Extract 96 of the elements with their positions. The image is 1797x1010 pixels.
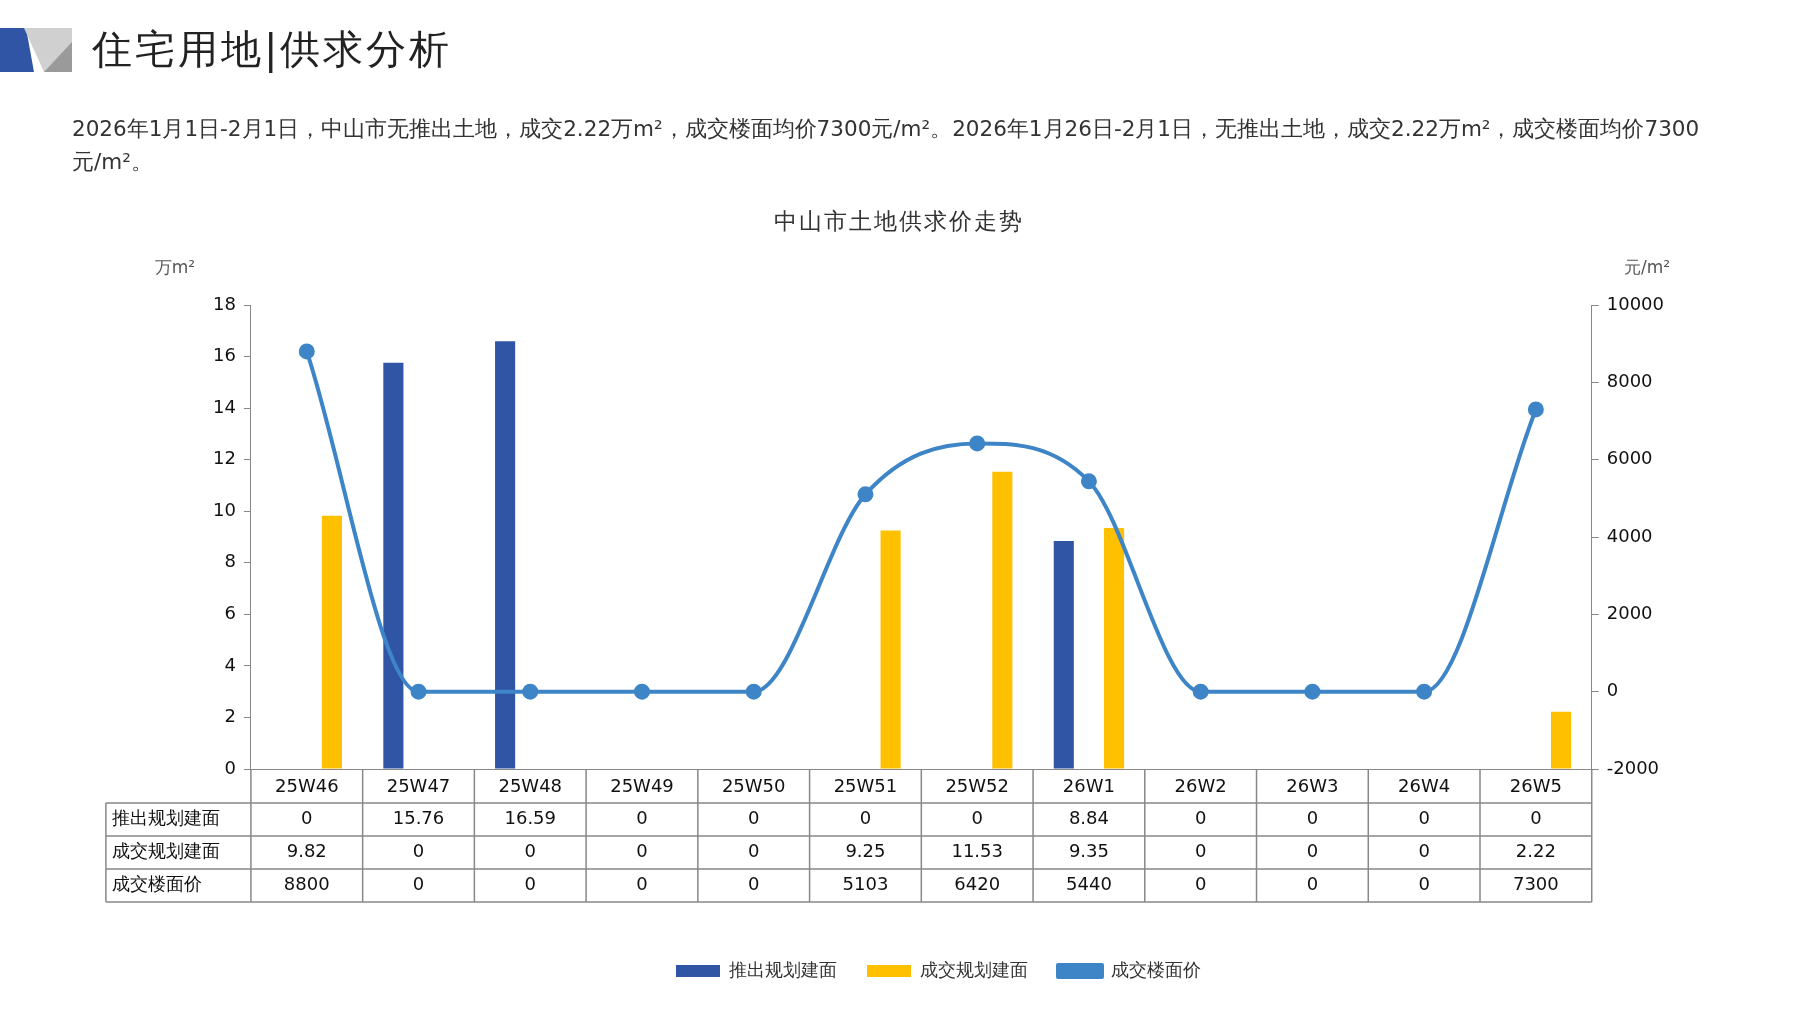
point: [969, 435, 986, 452]
data-label: 16.59: [504, 807, 557, 829]
y-tick-label: 18: [213, 292, 236, 314]
data-label: 0: [1194, 873, 1207, 895]
data-label: 2.22: [1515, 840, 1556, 862]
legend-label: 成交楼面价: [1111, 958, 1201, 980]
point: [857, 486, 874, 503]
bar: [383, 362, 404, 769]
y-tick-label: 2: [224, 705, 236, 727]
text: 成交规划建面: [111, 840, 220, 862]
bar: [880, 530, 901, 769]
data-label: 9.25: [845, 840, 886, 862]
data-label: 0: [1418, 873, 1430, 895]
data-label: 8800: [283, 873, 330, 895]
y-tick-label: 4: [224, 653, 236, 675]
data-label: 0: [412, 840, 425, 862]
data-label: 0: [1194, 840, 1207, 862]
point: [1304, 683, 1321, 700]
bar: [1550, 711, 1572, 769]
data-label: 0: [636, 807, 648, 829]
data-label: 0: [747, 840, 760, 862]
legend-label: 推出规划建面: [729, 958, 837, 980]
y-tick-label: 6: [224, 602, 236, 624]
data-label: 0: [1306, 840, 1319, 862]
data-label: 0: [636, 840, 648, 862]
x-tick-label: 25W47: [386, 775, 451, 797]
text: 推出规划建面: [111, 807, 220, 829]
point: [1527, 401, 1544, 418]
data-label: 11.53: [951, 840, 1003, 862]
bar: [992, 471, 1013, 769]
y-tick-label: 0: [224, 756, 236, 778]
data-label: 0: [1306, 807, 1319, 829]
y2-tick-label: 4000: [1606, 524, 1653, 546]
y-tick-label: 12: [213, 447, 236, 469]
data-label: 0: [747, 807, 760, 829]
data-label: 0: [524, 840, 536, 862]
x-tick-label: 25W46: [274, 775, 339, 797]
data-label: 0: [971, 807, 983, 829]
point: [1192, 683, 1209, 700]
point: [410, 683, 427, 700]
data-label: 0: [1194, 807, 1207, 829]
x-tick-label: 26W3: [1286, 775, 1339, 797]
point: [745, 683, 762, 700]
text: 成交楼面价: [111, 873, 202, 895]
data-label: 9.82: [286, 840, 327, 862]
data-label: 8.84: [1068, 807, 1109, 829]
bar: [321, 515, 342, 769]
y2-axis-title: 元/m²: [1623, 256, 1671, 277]
bar: [1053, 541, 1074, 769]
data-label: 7300: [1512, 873, 1559, 895]
text: 住宅用地|供求分析: [92, 25, 453, 75]
bar: [1104, 527, 1125, 769]
x-tick-label: 26W2: [1174, 775, 1227, 797]
x-tick-label: 25W48: [498, 775, 563, 797]
chart-title: 中山市土地供求价走势: [772, 207, 1025, 236]
point: [633, 683, 650, 700]
data-label: 9.35: [1068, 840, 1109, 862]
y2-tick-label: 0: [1606, 679, 1619, 701]
x-tick-label: 25W49: [610, 775, 674, 797]
data-label: 0: [412, 873, 425, 895]
x-tick-label: 25W51: [833, 775, 898, 797]
y-tick-label: 16: [213, 344, 236, 366]
x-tick-label: 25W52: [945, 775, 1009, 797]
data-label: 0: [636, 873, 648, 895]
y2-tick-label: -2000: [1606, 756, 1660, 778]
bar: [495, 341, 516, 769]
data-label: 0: [524, 873, 536, 895]
y2-tick-label: 8000: [1606, 370, 1653, 392]
x-tick-label: 25W50: [721, 775, 786, 797]
data-label: 15.76: [392, 807, 445, 829]
data-label: 0: [301, 807, 313, 829]
x-tick-label: 26W5: [1509, 775, 1562, 797]
point: [298, 343, 315, 360]
data-label: 0: [1306, 873, 1319, 895]
data-label: 0: [747, 873, 760, 895]
y-tick-label: 8: [224, 550, 236, 572]
legend-label: 成交规划建面: [920, 958, 1028, 980]
y-tick-label: 10: [213, 498, 236, 520]
data-label: 0: [1418, 840, 1430, 862]
x-tick-label: 26W4: [1398, 775, 1451, 797]
y-axis-title: 万m²: [154, 256, 196, 277]
y2-tick-label: 2000: [1606, 602, 1653, 624]
data-label: 0: [1418, 807, 1430, 829]
point: [1416, 683, 1433, 700]
data-label: 0: [859, 807, 872, 829]
x-tick-label: 26W1: [1062, 775, 1115, 797]
data-label: 5103: [842, 873, 889, 895]
data-label: 0: [1530, 807, 1542, 829]
y2-tick-label: 10000: [1606, 292, 1664, 314]
data-label: 5440: [1066, 873, 1112, 895]
y-tick-label: 14: [213, 395, 236, 417]
point: [1080, 473, 1097, 490]
point: [522, 683, 539, 700]
chart-subtitle: 2026年1月1日-2月1日，中山市无推出土地，成交2.22万m²，成交楼面均价7300元/m²。2026年1月26日-2月1日，无推出土地，成交2.22万m²，成交楼面均价7300元/m²。: [72, 115, 1701, 176]
y2-tick-label: 6000: [1606, 447, 1653, 469]
data-label: 6420: [954, 873, 1001, 895]
